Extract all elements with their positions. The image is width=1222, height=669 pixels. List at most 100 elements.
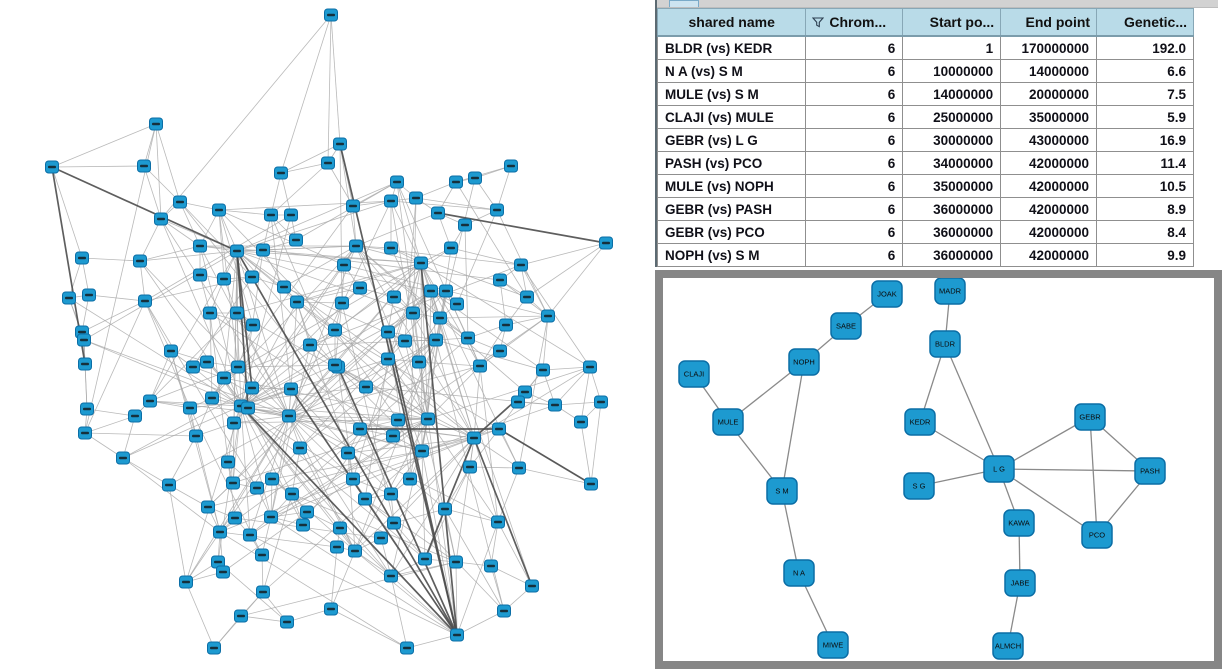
network-node[interactable] <box>335 296 349 310</box>
network-node[interactable] <box>143 394 157 408</box>
network-node[interactable] <box>193 239 207 253</box>
network-node[interactable] <box>217 272 231 286</box>
network-node[interactable] <box>493 273 507 287</box>
network-node[interactable] <box>433 311 447 325</box>
panel-tab[interactable] <box>669 0 699 7</box>
network-node[interactable] <box>328 358 342 372</box>
network-node[interactable] <box>116 451 130 465</box>
network-node[interactable] <box>245 270 259 284</box>
network-node[interactable] <box>390 175 404 189</box>
table-row[interactable]: GEBR (vs) L G 6 30000000 43000000 16.9 <box>656 128 1194 152</box>
network-node[interactable] <box>439 284 453 298</box>
network-node[interactable] <box>449 175 463 189</box>
network-node[interactable] <box>285 487 299 501</box>
network-node[interactable] <box>162 478 176 492</box>
column-header-chromosome[interactable]: Chrom... <box>805 8 904 37</box>
network-node[interactable]: PCO <box>1081 521 1113 549</box>
network-node[interactable] <box>381 352 395 366</box>
network-node[interactable] <box>293 441 307 455</box>
network-node[interactable]: NOPH <box>788 348 820 376</box>
network-node[interactable] <box>341 446 355 460</box>
network-node[interactable] <box>584 477 598 491</box>
network-node[interactable] <box>328 323 342 337</box>
network-node[interactable] <box>189 429 203 443</box>
network-node[interactable] <box>284 382 298 396</box>
network-node[interactable] <box>514 258 528 272</box>
network-node[interactable] <box>282 409 296 423</box>
network-node[interactable]: S G <box>903 472 935 500</box>
network-node[interactable] <box>300 505 314 519</box>
network-node[interactable] <box>492 422 506 436</box>
network-node[interactable] <box>296 518 310 532</box>
network-node[interactable]: MADR <box>934 278 966 305</box>
network-node[interactable] <box>164 344 178 358</box>
network-node[interactable] <box>149 117 163 131</box>
network-node[interactable] <box>349 239 363 253</box>
network-node[interactable] <box>138 294 152 308</box>
network-node[interactable] <box>406 306 420 320</box>
network-node[interactable] <box>243 528 257 542</box>
table-row[interactable]: GEBR (vs) PCO 6 36000000 42000000 8.4 <box>656 220 1194 244</box>
network-node[interactable] <box>234 609 248 623</box>
network-node[interactable] <box>303 338 317 352</box>
network-node[interactable] <box>183 401 197 415</box>
network-node[interactable] <box>230 306 244 320</box>
network-node[interactable] <box>497 604 511 618</box>
table-row[interactable]: GEBR (vs) PASH 6 36000000 42000000 8.9 <box>656 197 1194 221</box>
large-network-canvas[interactable] <box>0 0 655 669</box>
network-node[interactable] <box>384 241 398 255</box>
network-node[interactable] <box>212 203 226 217</box>
network-node[interactable] <box>461 331 475 345</box>
network-node[interactable] <box>518 385 532 399</box>
network-node[interactable] <box>227 416 241 430</box>
network-node[interactable] <box>255 548 269 562</box>
network-node[interactable] <box>128 409 142 423</box>
network-node[interactable]: GEBR <box>1074 403 1106 431</box>
network-node[interactable] <box>412 355 426 369</box>
network-node[interactable] <box>499 318 513 332</box>
column-header-genetic[interactable]: Genetic... <box>1096 8 1194 37</box>
network-node[interactable] <box>438 502 452 516</box>
network-node[interactable] <box>133 254 147 268</box>
network-node[interactable] <box>391 413 405 427</box>
network-node[interactable] <box>512 461 526 475</box>
network-node[interactable] <box>337 258 351 272</box>
network-node[interactable] <box>536 363 550 377</box>
network-node[interactable] <box>277 280 291 294</box>
network-node[interactable] <box>387 516 401 530</box>
network-node[interactable] <box>264 208 278 222</box>
network-node[interactable] <box>484 559 498 573</box>
network-node[interactable] <box>414 256 428 270</box>
network-node[interactable] <box>228 511 242 525</box>
network-node[interactable] <box>490 203 504 217</box>
network-node[interactable] <box>82 288 96 302</box>
network-node[interactable] <box>384 487 398 501</box>
network-node[interactable] <box>358 492 372 506</box>
network-node[interactable] <box>491 515 505 529</box>
network-node[interactable] <box>230 244 244 258</box>
network-node[interactable] <box>250 481 264 495</box>
network-node[interactable]: PASH <box>1134 457 1166 485</box>
network-node[interactable] <box>511 395 525 409</box>
network-node[interactable] <box>321 156 335 170</box>
network-node[interactable] <box>245 381 259 395</box>
network-node[interactable] <box>213 525 227 539</box>
network-node[interactable] <box>463 460 477 474</box>
network-node[interactable] <box>403 472 417 486</box>
network-node[interactable] <box>186 360 200 374</box>
network-node[interactable] <box>504 159 518 173</box>
network-node[interactable] <box>348 544 362 558</box>
network-node[interactable] <box>387 290 401 304</box>
network-node[interactable] <box>450 297 464 311</box>
network-node[interactable] <box>154 212 168 226</box>
network-node[interactable] <box>80 402 94 416</box>
table-row[interactable]: N A (vs) S M 6 10000000 14000000 6.6 <box>656 59 1194 83</box>
column-header-start-point[interactable]: Start po... <box>902 8 1002 37</box>
network-node[interactable] <box>473 359 487 373</box>
network-node[interactable] <box>330 540 344 554</box>
network-node[interactable] <box>193 268 207 282</box>
network-node[interactable]: ALMCH <box>992 632 1024 660</box>
column-header-shared-name[interactable]: shared name <box>656 8 807 37</box>
network-node[interactable] <box>415 444 429 458</box>
network-node[interactable] <box>241 401 255 415</box>
